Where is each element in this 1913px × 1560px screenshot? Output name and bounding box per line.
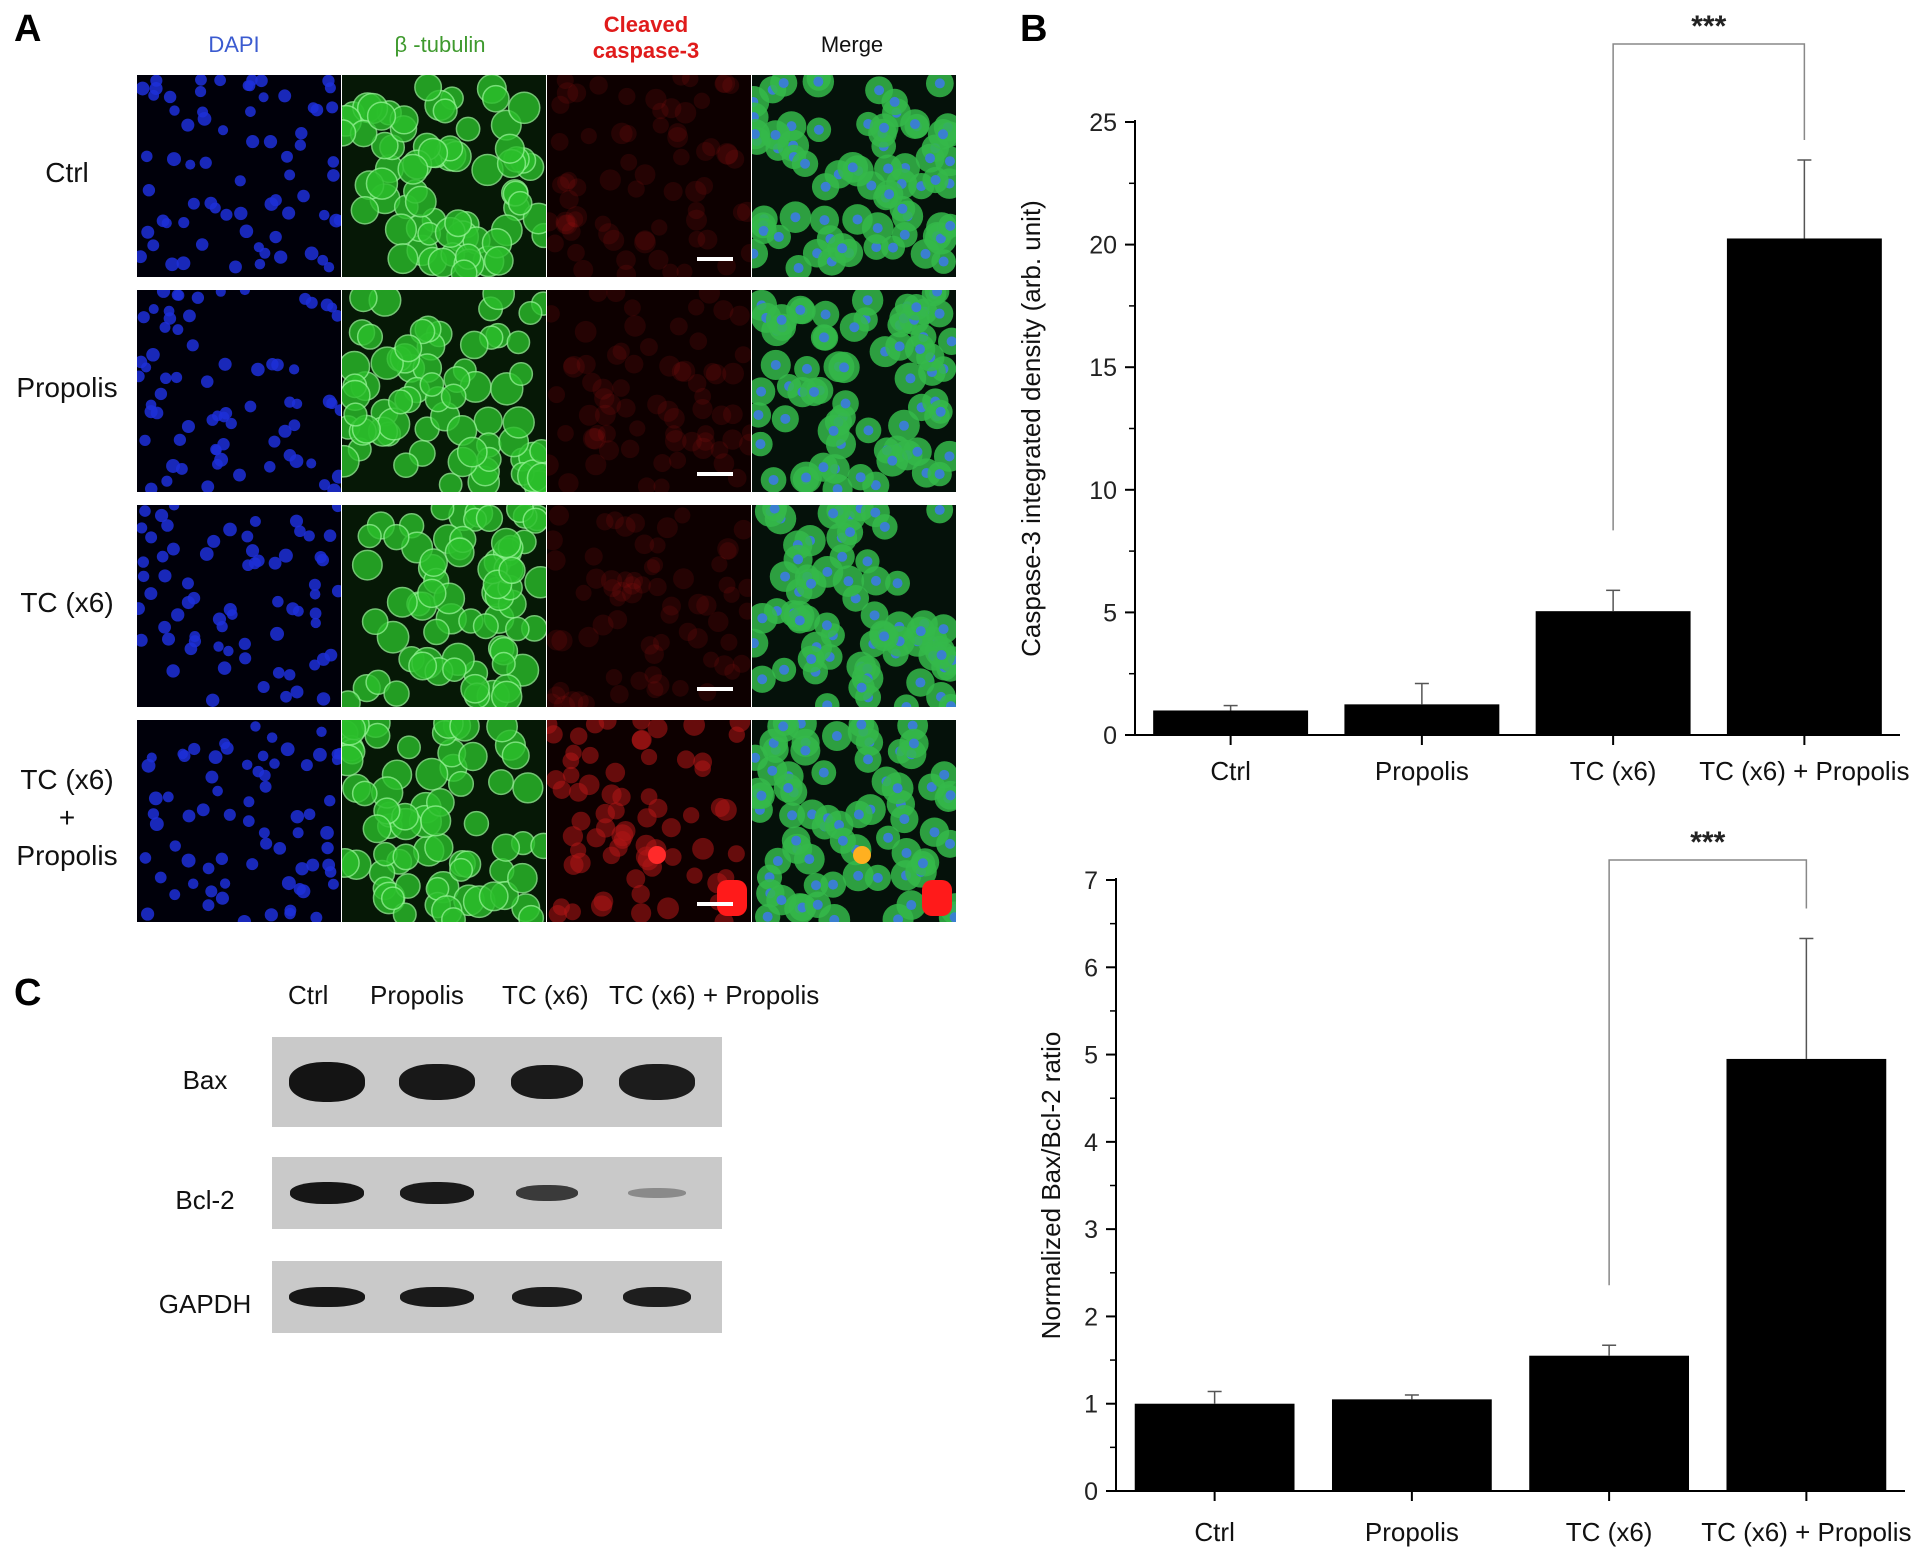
y-tick-label: 10 bbox=[1089, 477, 1117, 505]
microscopy-image bbox=[137, 720, 341, 922]
microscopy-image bbox=[752, 720, 956, 922]
western-blot-band bbox=[400, 1182, 474, 1204]
x-tick-label: TC (x6) + Propolis bbox=[1701, 1517, 1911, 1547]
panel-a-column-label: DAPI bbox=[208, 32, 260, 57]
x-tick-label: Ctrl bbox=[1210, 756, 1250, 786]
x-tick-label: TC (x6) bbox=[1566, 1517, 1653, 1547]
western-blot-protein-label: GAPDH bbox=[158, 1289, 252, 1319]
microscopy-image bbox=[137, 75, 341, 277]
western-blot-band bbox=[511, 1065, 583, 1099]
significance-bracket bbox=[1608, 859, 1808, 1286]
x-tick-label: Propolis bbox=[1375, 756, 1469, 786]
bar bbox=[1331, 1399, 1492, 1491]
y-tick-label: 3 bbox=[1084, 1216, 1098, 1244]
y-tick-label: 2 bbox=[1084, 1303, 1098, 1331]
y-tick-label: 5 bbox=[1103, 599, 1117, 627]
microscopy-image bbox=[752, 290, 956, 492]
western-blot-band bbox=[628, 1188, 686, 1198]
western-blot-protein-label: Bax bbox=[182, 1065, 228, 1095]
x-tick-label: Propolis bbox=[1365, 1517, 1459, 1547]
scale-bar bbox=[697, 902, 733, 906]
panel-a-column-label: Cleaved caspase-3 bbox=[592, 12, 700, 63]
western-blot-band bbox=[290, 1182, 364, 1204]
microscopy-image bbox=[547, 290, 751, 492]
panel-b-letter: B bbox=[1020, 8, 1048, 50]
panel-a-row-label: Ctrl bbox=[45, 157, 89, 188]
x-tick-label: Ctrl bbox=[1194, 1517, 1234, 1547]
x-tick-label: TC (x6) + Propolis bbox=[1699, 756, 1909, 786]
western-blot-lane-label: Ctrl bbox=[288, 980, 329, 1010]
microscopy-image bbox=[752, 75, 956, 277]
panel-a-column-label: Merge bbox=[820, 32, 884, 57]
x-tick-label: TC (x6) bbox=[1570, 756, 1657, 786]
western-blot-band bbox=[289, 1062, 365, 1102]
y-tick-label: 20 bbox=[1089, 232, 1117, 260]
y-tick-label: 15 bbox=[1089, 354, 1117, 382]
western-blot-protein-label: Bcl-2 bbox=[175, 1185, 235, 1215]
western-blot-band bbox=[623, 1287, 691, 1307]
western-blot-band bbox=[619, 1064, 695, 1100]
bax-bcl2-bar-chart: 0 1 2 3 4 5 6 7 Normalized Bax/Bcl-2 ratio Ctrl Pr… bbox=[1036, 826, 1911, 1547]
panel-a-column-label: β -tubulin bbox=[394, 32, 486, 57]
microscopy-image bbox=[137, 505, 341, 707]
y-tick-label: 1 bbox=[1084, 1391, 1098, 1419]
western-blot-band bbox=[516, 1185, 578, 1201]
microscopy-image bbox=[137, 290, 341, 492]
y-tick-label: 7 bbox=[1084, 867, 1098, 895]
bar bbox=[1535, 611, 1691, 735]
western-blot-band bbox=[399, 1064, 475, 1100]
panel-a-row-label: TC (x6) + Propolis bbox=[16, 764, 118, 871]
microscopy-image bbox=[547, 75, 751, 277]
microscopy-image bbox=[342, 505, 546, 707]
bar bbox=[1529, 1355, 1690, 1491]
panel-a-letter: A bbox=[14, 8, 42, 50]
western-blot-lane-label: Propolis bbox=[370, 980, 464, 1010]
bar bbox=[1153, 710, 1309, 735]
bar bbox=[1726, 1058, 1887, 1491]
significance-bracket bbox=[1612, 43, 1806, 531]
significance-label: *** bbox=[1690, 826, 1725, 859]
microscopy-image bbox=[752, 505, 956, 707]
panel-a-row-label: TC (x6) bbox=[20, 587, 114, 618]
caspase-3-bar-chart: 0 5 10 15 20 25 Caspase-3 integrated density (… bbox=[1016, 10, 1909, 786]
y-tick-label: 6 bbox=[1084, 954, 1098, 982]
microscopy-image bbox=[342, 75, 546, 277]
microscopy-image bbox=[547, 505, 751, 707]
microscopy-image bbox=[342, 720, 546, 922]
bar bbox=[1726, 238, 1882, 735]
microscopy-image bbox=[342, 290, 546, 492]
western-blot-band bbox=[512, 1287, 582, 1307]
bar bbox=[1134, 1403, 1295, 1491]
y-tick-label: 4 bbox=[1084, 1129, 1098, 1157]
scale-bar bbox=[697, 257, 733, 261]
y-tick-label: 0 bbox=[1103, 722, 1117, 750]
bar bbox=[1344, 704, 1500, 735]
y-tick-label: 25 bbox=[1089, 109, 1117, 137]
western-blot-band bbox=[400, 1287, 474, 1307]
y-axis-label: Caspase-3 integrated density (arb. unit) bbox=[1016, 200, 1046, 657]
western-blot-band bbox=[289, 1287, 365, 1307]
microscopy-image bbox=[547, 720, 751, 922]
y-tick-label: 5 bbox=[1084, 1042, 1098, 1070]
panel-a-row-label: Propolis bbox=[16, 372, 118, 403]
panel-c-letter: C bbox=[14, 972, 42, 1014]
scale-bar bbox=[697, 687, 733, 691]
western-blot-lane-label: TC (x6) bbox=[502, 980, 589, 1010]
significance-label: *** bbox=[1691, 10, 1726, 43]
y-tick-label: 0 bbox=[1084, 1478, 1098, 1506]
western-blot-lane-label: TC (x6) + Propolis bbox=[609, 980, 820, 1010]
scale-bar bbox=[697, 472, 733, 476]
y-axis-label: Normalized Bax/Bcl-2 ratio bbox=[1036, 1032, 1066, 1340]
